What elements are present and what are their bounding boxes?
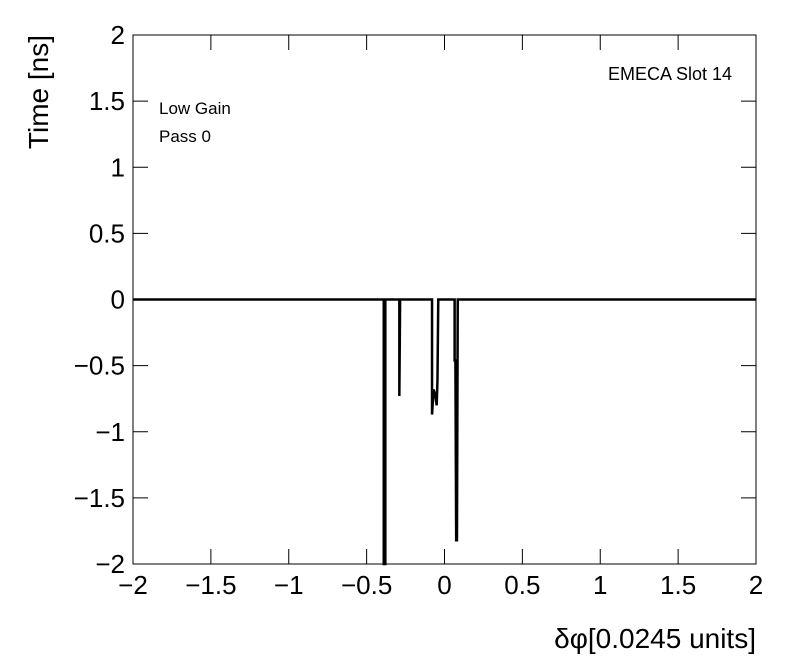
chart-title: EMECA Slot 14 bbox=[608, 64, 732, 84]
x-tick-label: 1 bbox=[593, 570, 607, 600]
x-tick-label: −2 bbox=[118, 570, 148, 600]
y-tick-label: 2 bbox=[111, 20, 125, 50]
data-line bbox=[133, 298, 756, 566]
y-tick-label: 0.5 bbox=[89, 218, 125, 248]
x-tick-label: −1.5 bbox=[185, 570, 236, 600]
y-tick-label: −0.5 bbox=[74, 351, 125, 381]
x-axis-label: δφ[0.0245 units] bbox=[554, 623, 756, 654]
x-tick-label: 2 bbox=[749, 570, 763, 600]
x-tick-label: −0.5 bbox=[341, 570, 392, 600]
y-tick-label: 0 bbox=[111, 285, 125, 315]
x-tick-label: −1 bbox=[274, 570, 304, 600]
annotation: Pass 0 bbox=[159, 127, 211, 146]
annotation: Low Gain bbox=[159, 99, 231, 118]
y-tick-label: 1.5 bbox=[89, 86, 125, 116]
x-tick-label: 0 bbox=[437, 570, 451, 600]
x-tick-label: 0.5 bbox=[504, 570, 540, 600]
y-tick-label: −1.5 bbox=[74, 483, 125, 513]
y-tick-label: −2 bbox=[95, 549, 125, 579]
y-tick-label: −1 bbox=[95, 417, 125, 447]
x-tick-label: 1.5 bbox=[660, 570, 696, 600]
y-axis-label: Time [ns] bbox=[23, 35, 54, 149]
y-tick-label: 1 bbox=[111, 152, 125, 182]
